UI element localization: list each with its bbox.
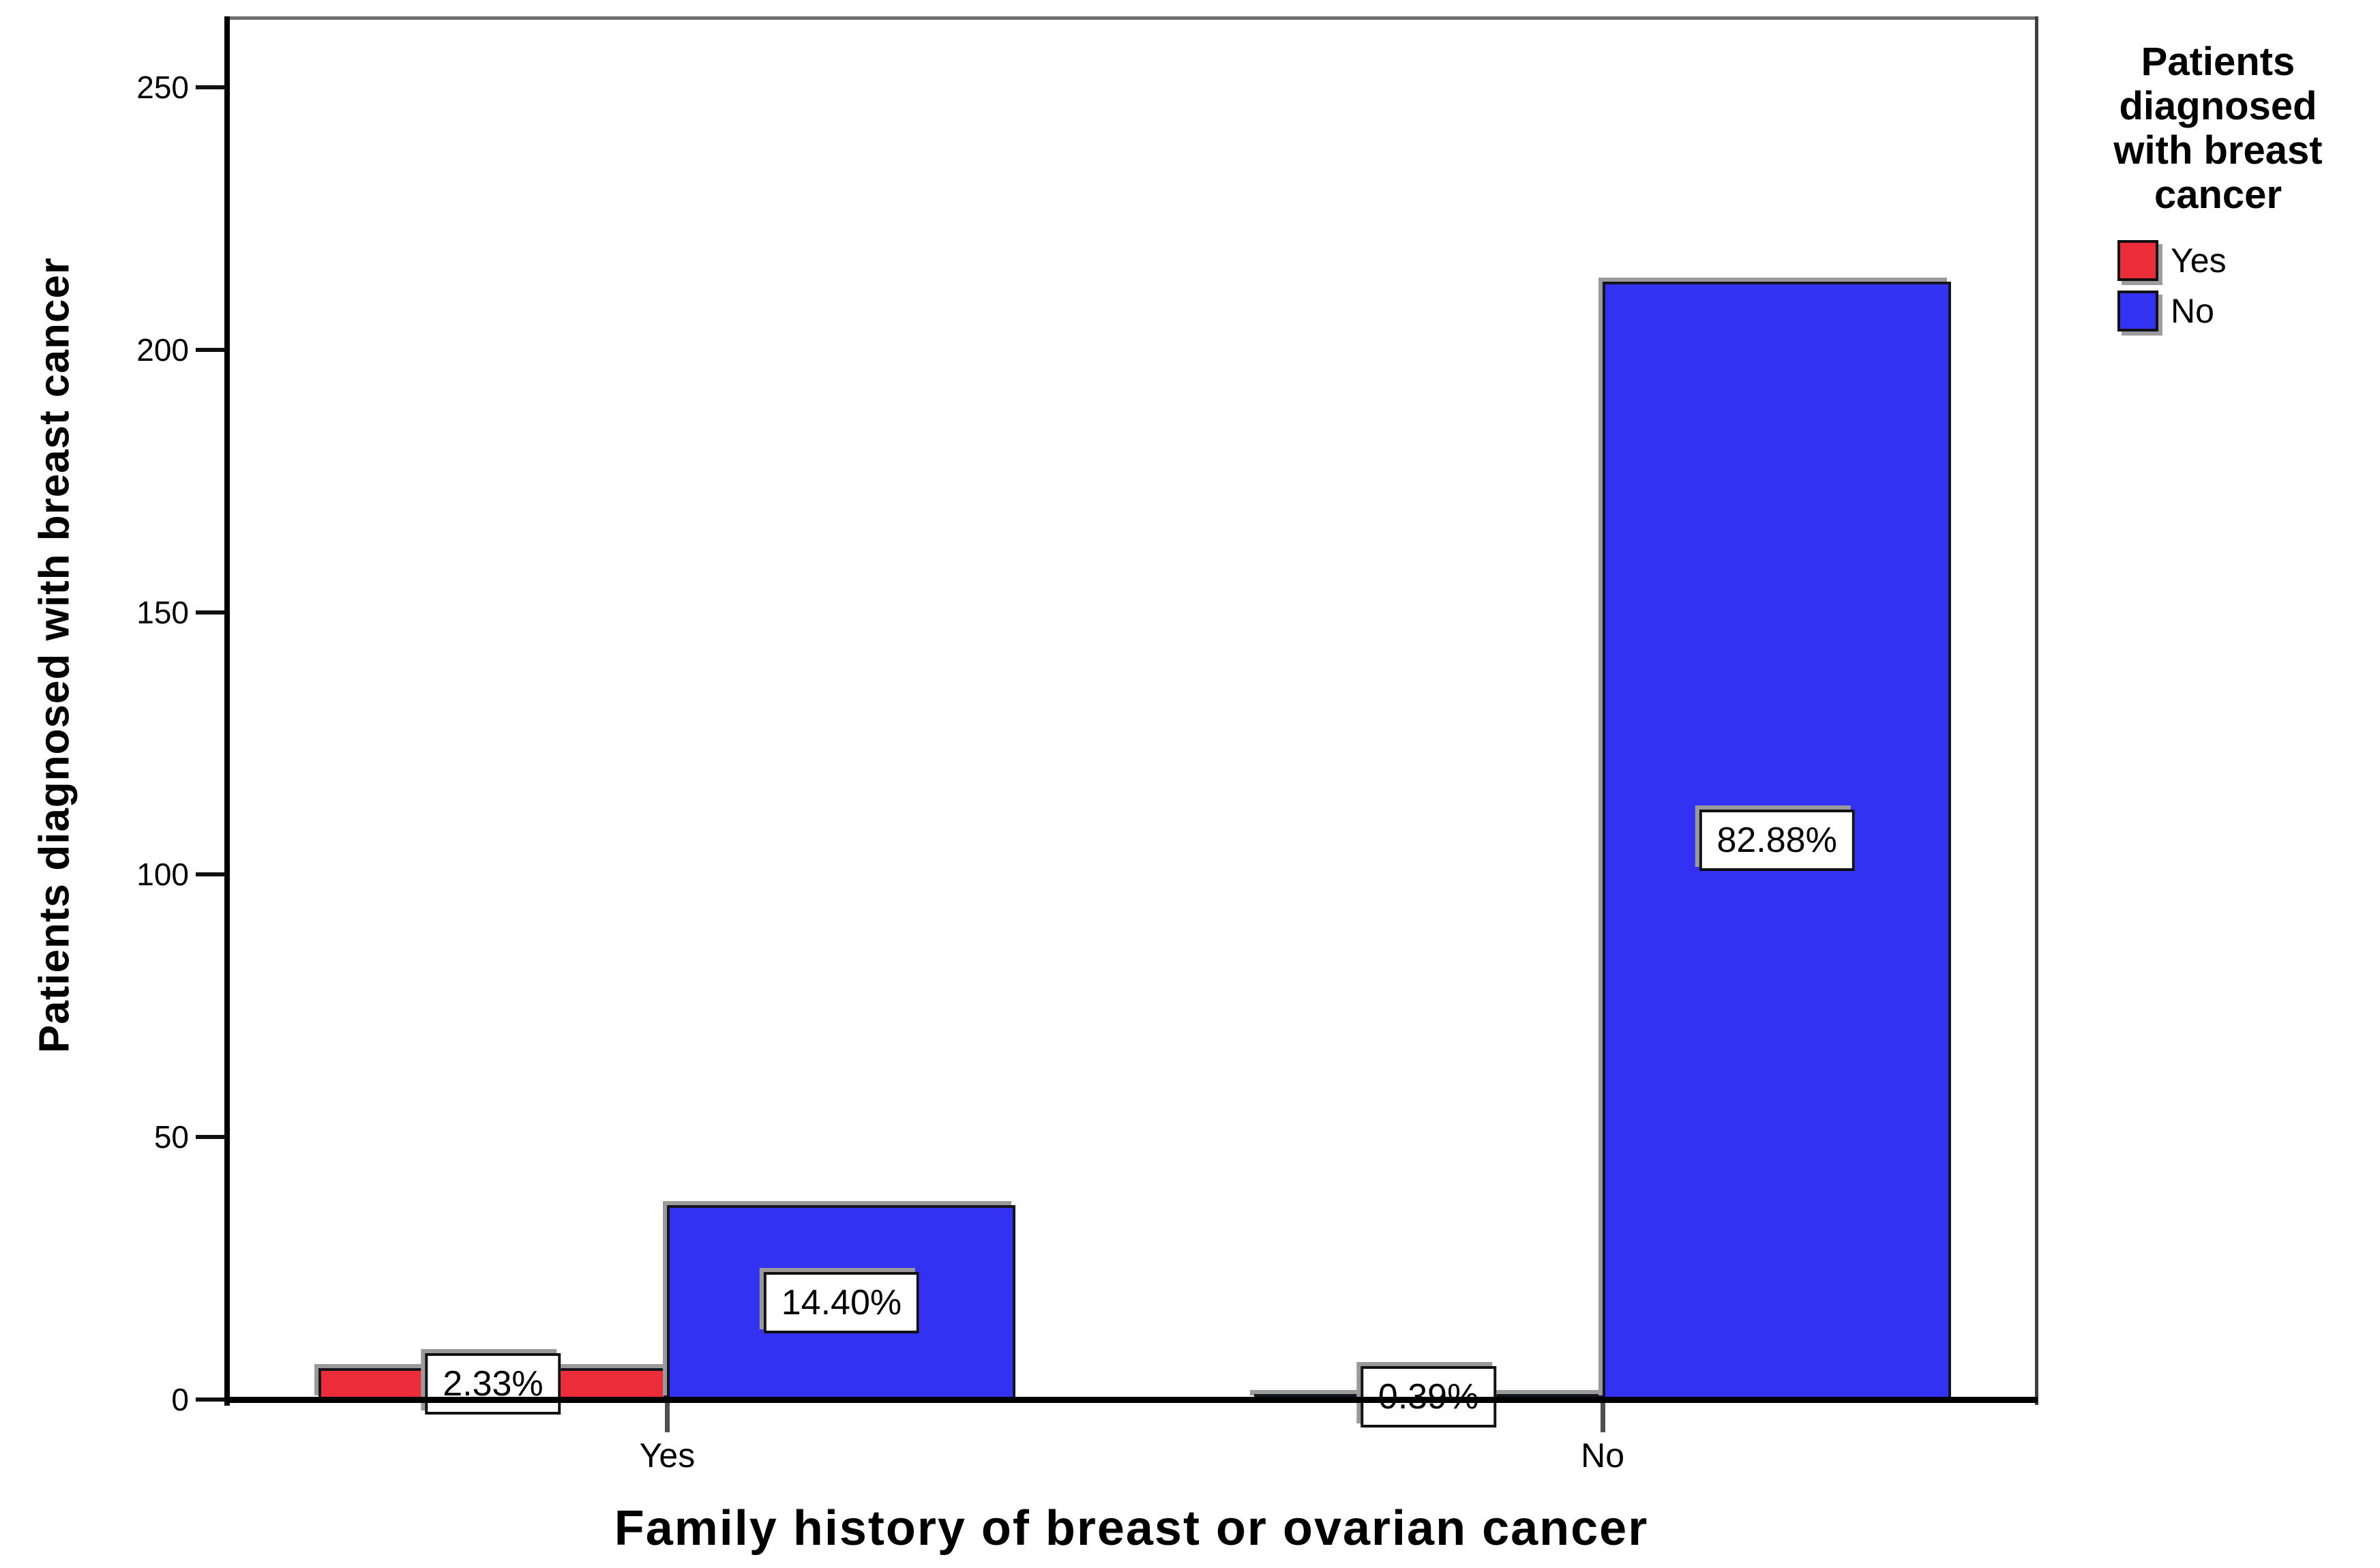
legend-title-line: cancer (2154, 173, 2282, 217)
y-tick-mark (196, 1135, 227, 1140)
y-axis-line (224, 16, 230, 1406)
legend-entries: Yes No (2117, 240, 2373, 331)
value-label: 82.88% (1699, 810, 1855, 872)
plot-frame-top (224, 16, 2038, 20)
legend-title-line: with breast (2113, 128, 2323, 173)
legend-swatch-yes (2117, 240, 2158, 281)
value-label: 14.40% (763, 1271, 920, 1333)
x-category-label: Yes (639, 1436, 696, 1475)
legend-swatch-no (2117, 291, 2158, 331)
y-tick-label: 150 (136, 594, 189, 630)
legend-entry-label: No (2171, 292, 2214, 330)
x-tick-mark (665, 1400, 670, 1432)
y-tick-mark (196, 85, 227, 90)
x-axis-title: Family history of breast or ovarian canc… (614, 1501, 1649, 1556)
y-tick-label: 100 (136, 857, 189, 893)
legend-entry-yes: Yes (2117, 240, 2373, 281)
x-tick-mark (1601, 1400, 1606, 1432)
y-tick-label: 50 (153, 1119, 189, 1155)
y-tick-mark (196, 610, 227, 615)
legend-entry-no: No (2117, 291, 2373, 331)
legend-title-line: Patients (2141, 40, 2295, 84)
legend: Patients diagnosed with breast cancer Ye… (2063, 40, 2373, 331)
y-tick-label: 0 (171, 1382, 189, 1417)
x-category-label: No (1581, 1436, 1625, 1475)
y-tick-mark (196, 1397, 227, 1402)
y-tick-label: 250 (136, 70, 189, 106)
legend-title-line: diagnosed (2119, 84, 2317, 128)
y-tick-mark (196, 347, 227, 352)
y-tick-mark (196, 872, 227, 877)
x-axis-line (224, 1397, 2038, 1403)
y-tick-label: 200 (136, 331, 189, 368)
plot-frame-right (2035, 16, 2038, 1405)
value-label: 2.33% (425, 1352, 561, 1415)
legend-entry-label: Yes (2171, 241, 2227, 280)
